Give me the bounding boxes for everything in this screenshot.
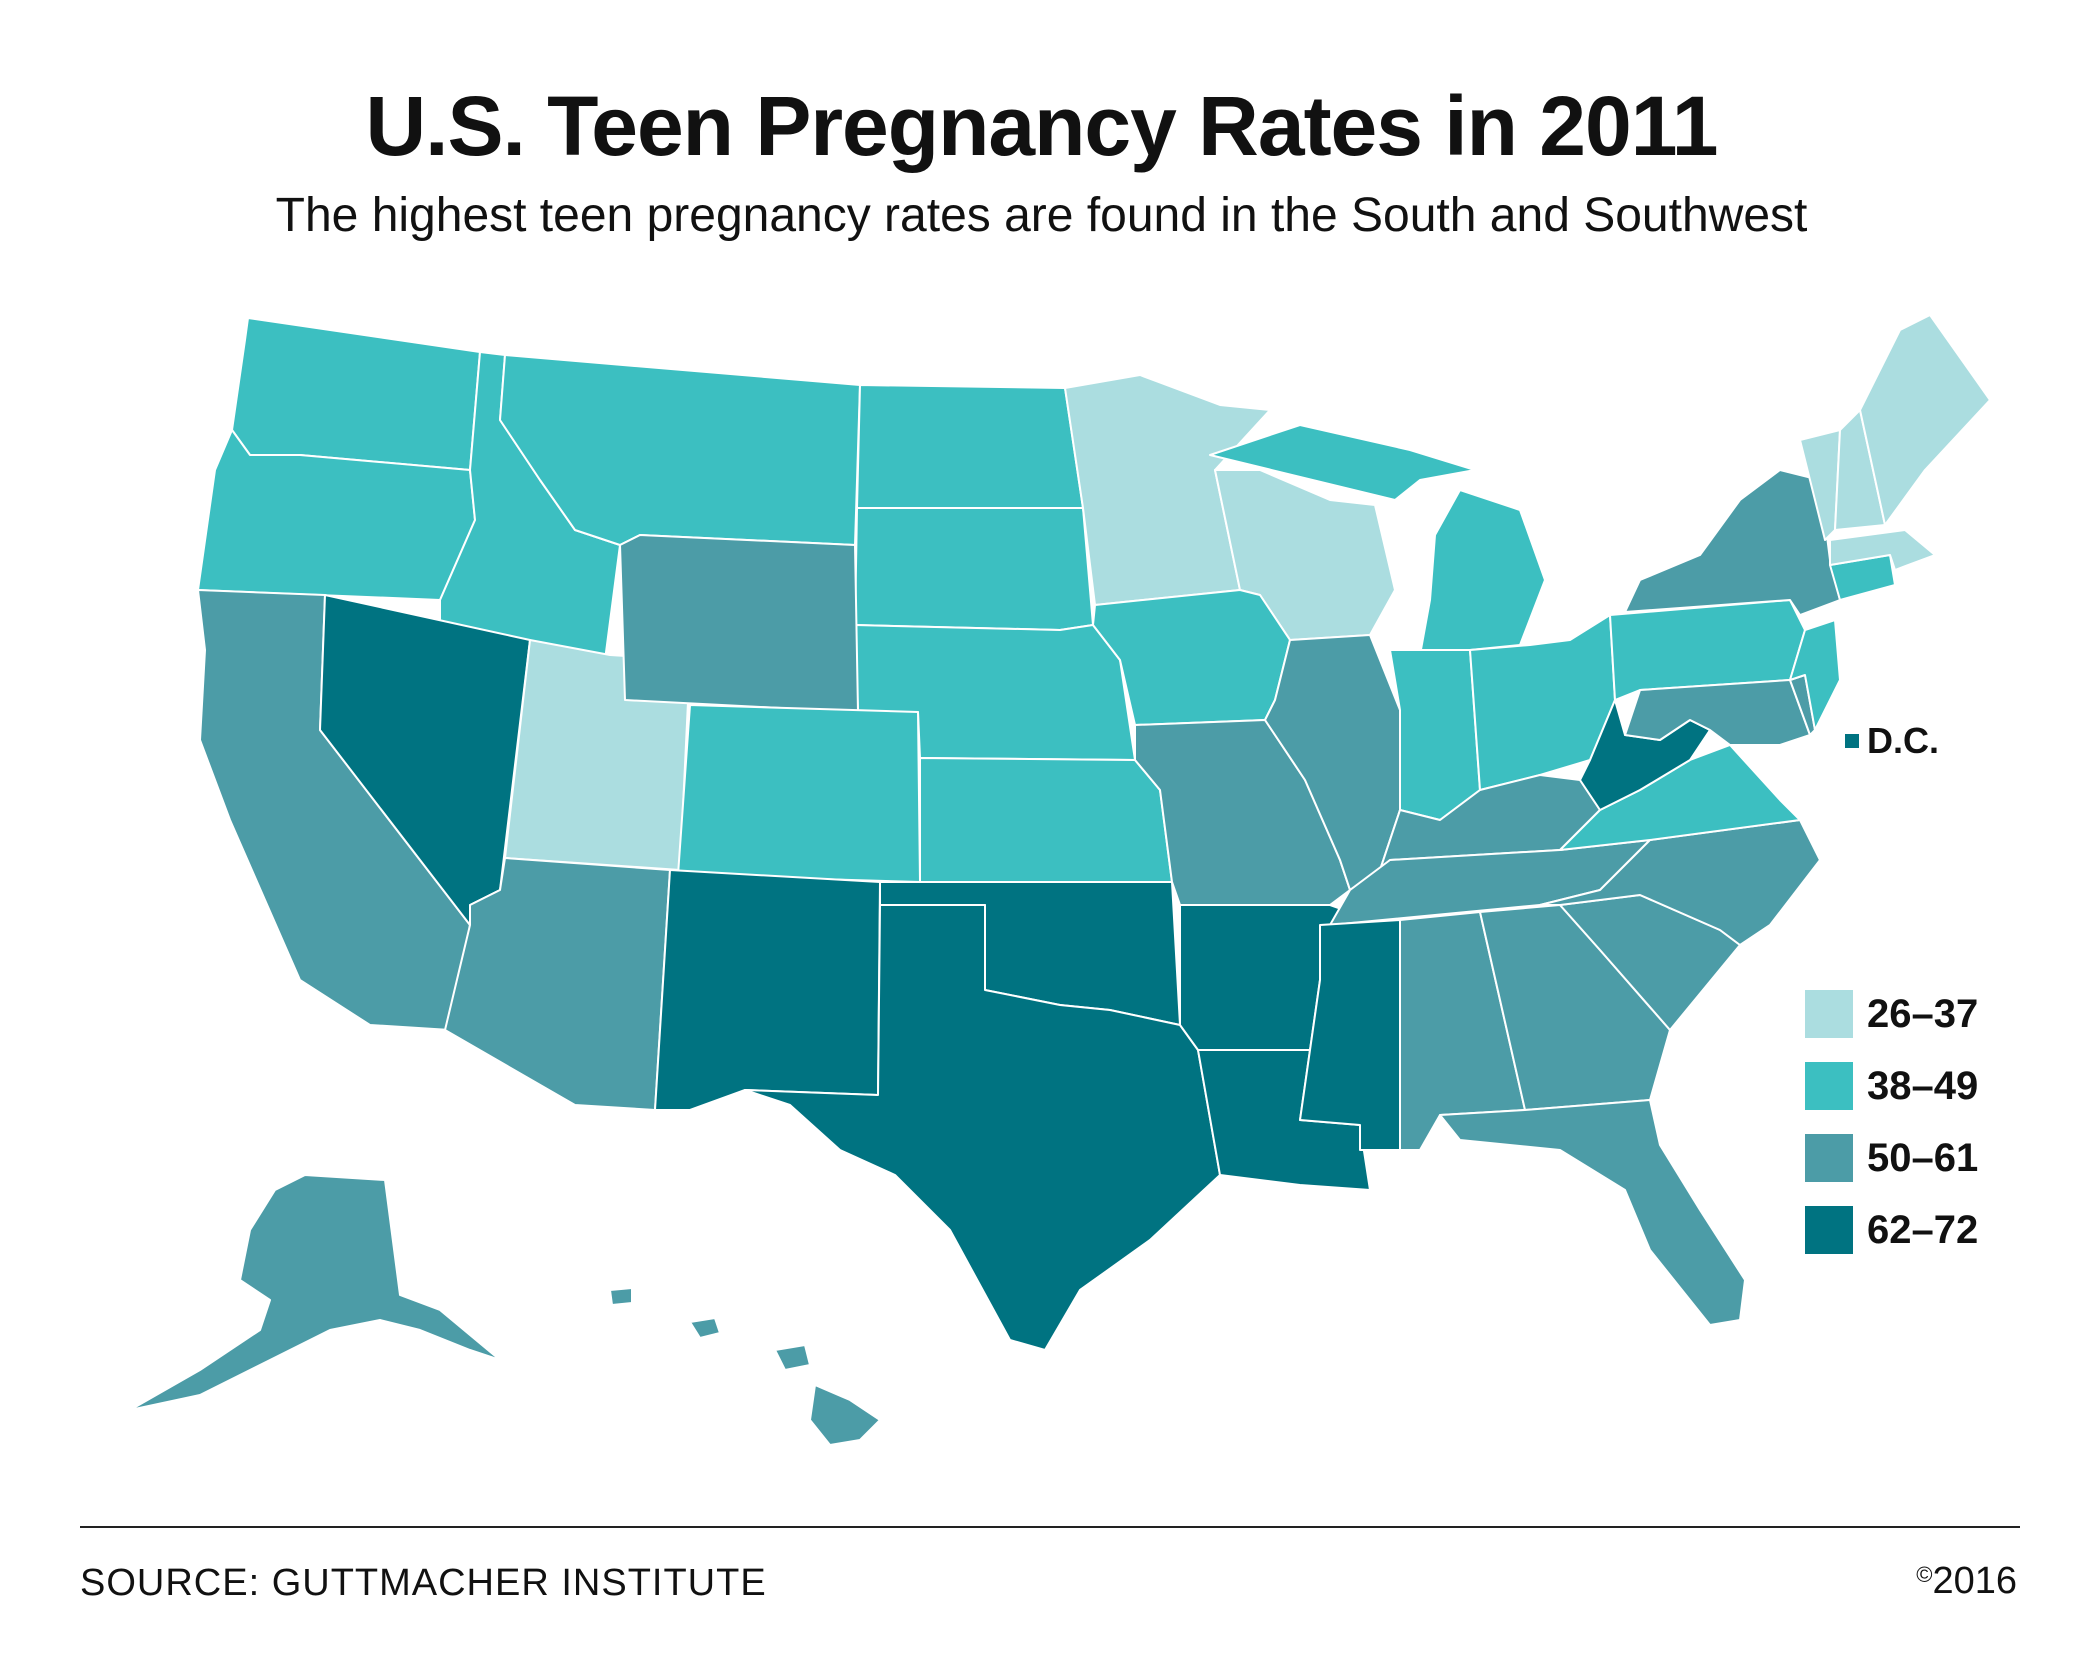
dc-label: D.C.: [1867, 720, 1939, 761]
state-kansas: [919, 757, 1173, 883]
state-alaska: [129, 1174, 501, 1411]
state-new-york: [1624, 469, 1841, 616]
state-colorado: [677, 704, 921, 883]
legend-swatch: [1805, 990, 1853, 1038]
state-florida: [1439, 1099, 1746, 1326]
legend-label: 50–61: [1867, 1135, 1979, 1180]
state-new-mexico: [654, 869, 881, 1111]
state-hawaii-big-island: [809, 1384, 881, 1446]
state-hawaii-maui: [774, 1344, 811, 1371]
legend-swatch: [1805, 1134, 1853, 1182]
dc-swatch: [1845, 734, 1859, 748]
state-maryland: [1624, 679, 1811, 746]
state-maine: [1859, 314, 1991, 526]
map-subtitle: The highest teen pregnancy rates are fou…: [275, 189, 1808, 242]
state-hawaii-oahu: [689, 1317, 721, 1339]
legend-item: 50–61: [1805, 1132, 1978, 1184]
legend-item: 62–72: [1805, 1204, 1978, 1256]
legend-item: 38–49: [1805, 1060, 1978, 1112]
state-hawaii-kauai: [609, 1287, 633, 1306]
state-north-dakota: [856, 384, 1084, 509]
state-texas: [744, 904, 1221, 1351]
legend-item: 26–37: [1805, 988, 1978, 1040]
state-new-jersey: [1789, 619, 1841, 731]
copyright-year: 2016: [1932, 1560, 2017, 1602]
copyright: ©2016: [1916, 1560, 2017, 1603]
legend-swatch: [1805, 1062, 1853, 1110]
map-title: U.S. Teen Pregnancy Rates in 2011: [365, 79, 1718, 173]
state-north-carolina: [1539, 819, 1821, 946]
state-washington: [231, 317, 481, 471]
copyright-symbol: ©: [1916, 1562, 1933, 1587]
state-wyoming: [619, 534, 859, 713]
state-massachusetts: [1829, 529, 1936, 571]
footer-divider: [80, 1526, 2020, 1528]
legend: 26–37 38–49 50–61 62–72: [1805, 988, 1978, 1276]
legend-swatch: [1805, 1206, 1853, 1254]
state-south-dakota: [854, 507, 1094, 631]
legend-label: 26–37: [1867, 991, 1979, 1036]
legend-label: 38–49: [1867, 1063, 1979, 1108]
legend-label: 62–72: [1867, 1207, 1979, 1252]
dc-marker: D.C.: [1845, 720, 1939, 762]
state-indiana: [1389, 649, 1481, 821]
source-credit: SOURCE: GUTTMACHER INSTITUTE: [80, 1562, 767, 1604]
state-michigan: [1209, 424, 1546, 656]
